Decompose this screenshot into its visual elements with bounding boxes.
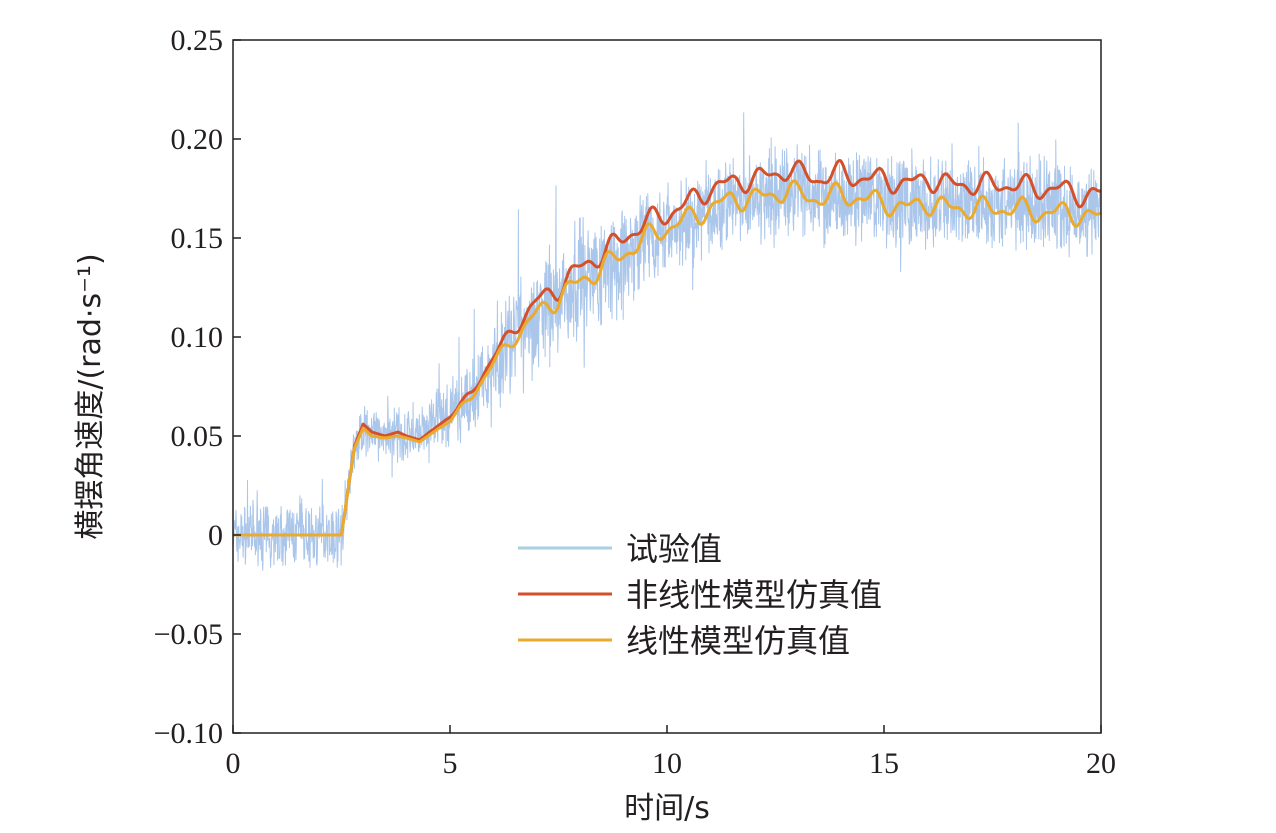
y-tick-label: 0.15: [171, 222, 224, 255]
y-tick-label: −0.10: [154, 717, 223, 750]
x-tick-label: 0: [226, 747, 241, 780]
legend-label: 非线性模型仿真值: [626, 576, 882, 614]
x-tick-label: 10: [652, 747, 682, 780]
series-layer: [233, 112, 1101, 571]
series-line-1: [233, 159, 1101, 537]
x-tick-label: 15: [869, 747, 899, 780]
legend-label: 试验值: [626, 530, 722, 568]
y-tick-label: −0.05: [154, 618, 223, 651]
x-axis-title: 时间/s: [624, 791, 710, 826]
y-tick-label: 0.25: [171, 24, 224, 57]
y-tick-label: 0.10: [171, 321, 224, 354]
x-tick-label: 20: [1086, 747, 1116, 780]
series-line-0: [233, 112, 1101, 571]
series-line-2: [233, 179, 1101, 537]
y-tick-label: 0.20: [171, 123, 224, 156]
ticks-layer: 0 5 10 15 20 −0.10 −0.05 0 0.05 0.10 0.15 0.20 0.25: [154, 24, 1116, 780]
legend-label: 线性模型仿真值: [626, 622, 850, 660]
y-tick-label: 0.05: [171, 420, 224, 453]
y-tick-label: 0: [208, 519, 223, 552]
y-axis-title: 横摆角速度/(rad·s⁻¹): [73, 253, 108, 539]
x-tick-label: 5: [443, 747, 458, 780]
